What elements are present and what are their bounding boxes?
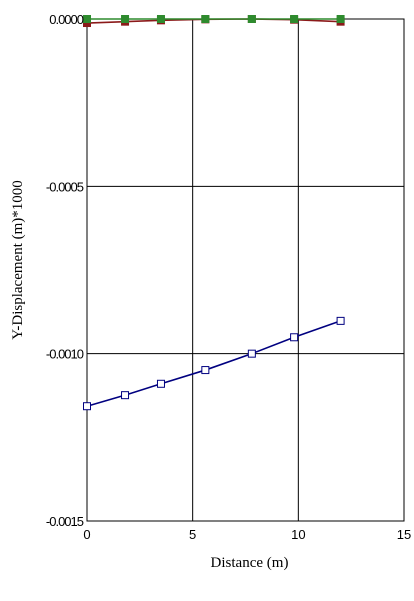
x-tick-label: 10 [291, 527, 305, 542]
data-point [201, 15, 210, 23]
y-axis-title: Y-Displacement (m)*1000 [10, 180, 26, 340]
y-tick-labels: 0.0000 -0.0005 -0.0010 -0.0015 [46, 12, 85, 529]
series-1 [83, 316, 345, 411]
data-point [247, 15, 256, 23]
data-point [247, 349, 256, 358]
data-point [290, 15, 299, 23]
series-3 [83, 15, 345, 23]
series-layer [83, 15, 345, 411]
data-point [336, 15, 345, 23]
data-point [156, 379, 165, 388]
x-tick-label: 15 [397, 527, 411, 542]
data-point [290, 333, 299, 342]
y-tick-label: 0.0000 [49, 12, 84, 27]
data-point [156, 15, 165, 23]
data-point [121, 391, 130, 400]
x-tick-label: 5 [189, 527, 196, 542]
data-point [83, 15, 91, 23]
y-tick-label: -0.0005 [46, 179, 84, 194]
data-point [83, 402, 91, 411]
y-tick-label: -0.0010 [46, 347, 84, 362]
data-point [201, 366, 210, 375]
plot-area-frame [86, 18, 405, 522]
data-point [121, 15, 130, 23]
x-axis-title: Distance (m) [211, 555, 289, 571]
y-tick-label: -0.0015 [46, 514, 84, 529]
data-point [336, 316, 345, 325]
x-tick-labels: 0 5 10 15 [83, 527, 411, 542]
x-tick-label: 0 [83, 527, 90, 542]
grid [86, 18, 405, 522]
